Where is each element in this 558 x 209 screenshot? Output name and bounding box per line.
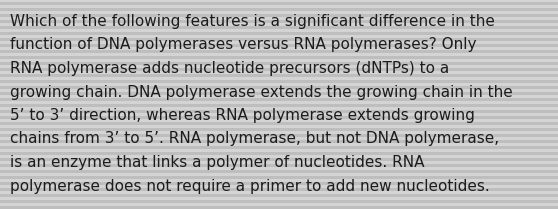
Bar: [0, 170, 558, 173]
Text: 5’ to 3’ direction, whereas RNA polymerase extends growing: 5’ to 3’ direction, whereas RNA polymera…: [10, 108, 475, 123]
Bar: [0, 92, 558, 95]
Bar: [0, 134, 558, 137]
Bar: [0, 80, 558, 83]
Bar: [0, 20, 558, 23]
Bar: [0, 158, 558, 161]
Bar: [0, 14, 558, 17]
Bar: [0, 104, 558, 107]
Text: function of DNA polymerases versus RNA polymerases? Only: function of DNA polymerases versus RNA p…: [10, 37, 477, 52]
Bar: [0, 140, 558, 143]
Bar: [0, 38, 558, 41]
Bar: [0, 194, 558, 197]
Bar: [0, 2, 558, 5]
Text: is an enzyme that links a polymer of nucleotides. RNA: is an enzyme that links a polymer of nuc…: [10, 155, 425, 170]
Bar: [0, 50, 558, 53]
Bar: [0, 182, 558, 185]
Text: RNA polymerase adds nucleotide precursors (dNTPs) to a: RNA polymerase adds nucleotide precursor…: [10, 61, 449, 76]
Bar: [0, 128, 558, 131]
Bar: [0, 122, 558, 125]
Bar: [0, 188, 558, 191]
Bar: [0, 200, 558, 203]
Bar: [0, 44, 558, 47]
Bar: [0, 116, 558, 119]
Bar: [0, 56, 558, 59]
Text: polymerase does not require a primer to add new nucleotides.: polymerase does not require a primer to …: [10, 178, 490, 194]
Bar: [0, 32, 558, 35]
Bar: [0, 68, 558, 71]
Bar: [0, 86, 558, 89]
Text: growing chain. DNA polymerase extends the growing chain in the: growing chain. DNA polymerase extends th…: [10, 84, 513, 99]
Bar: [0, 146, 558, 149]
Bar: [0, 110, 558, 113]
Bar: [0, 206, 558, 209]
Bar: [0, 74, 558, 77]
Bar: [0, 176, 558, 179]
Bar: [0, 62, 558, 65]
Bar: [0, 152, 558, 155]
Bar: [0, 98, 558, 101]
Bar: [0, 26, 558, 29]
Bar: [0, 8, 558, 11]
Text: Which of the following features is a significant difference in the: Which of the following features is a sig…: [10, 14, 495, 29]
Text: chains from 3’ to 5’. RNA polymerase, but not DNA polymerase,: chains from 3’ to 5’. RNA polymerase, bu…: [10, 131, 499, 147]
Bar: [0, 164, 558, 167]
